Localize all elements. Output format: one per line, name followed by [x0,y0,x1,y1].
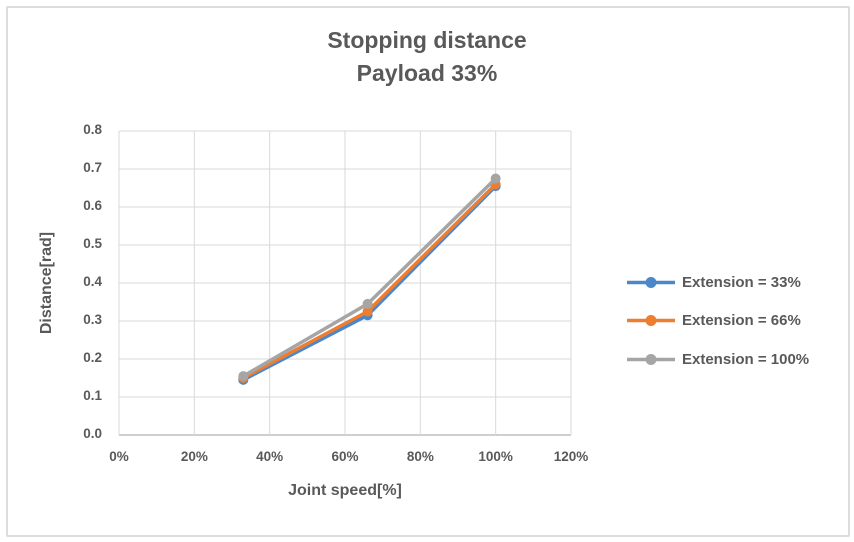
y-tick-label: 0.6 [83,198,102,213]
legend-marker-icon [627,276,675,288]
data-point-series-2 [362,298,373,309]
legend-entry-0: Extension = 33% [627,263,809,302]
plot-area [118,130,572,436]
legend-label: Extension = 33% [682,273,801,291]
data-point-series-1 [362,306,373,317]
legend-label: Extension = 66% [682,312,801,330]
y-tick-label: 0.0 [83,426,102,441]
x-tick-label: 100% [478,449,513,464]
legend: Extension = 33% Extension = 66% Extension … [627,263,809,379]
chart-title: Stopping distance Payload 33% [0,24,854,90]
y-tick-label: 0.4 [83,274,102,289]
y-axis-tick-labels: 0.0 0.1 0.2 0.3 0.4 0.5 0.6 0.7 0.8 [56,122,102,441]
x-tick-label: 20% [180,449,208,464]
y-tick-label: 0.2 [83,350,102,365]
y-tick-label: 0.1 [83,388,102,403]
y-tick-label: 0.8 [83,122,102,137]
x-tick-label: 80% [406,449,434,464]
chart-title-line-2: Payload 33% [356,60,498,86]
y-tick-label: 0.5 [83,236,102,251]
legend-marker-icon [627,315,675,327]
x-tick-label: 120% [553,449,589,464]
y-axis-title: Distance[rad] [38,231,55,335]
series-line-2 [241,176,498,378]
x-axis-tick-labels: 0% 20% 40% 60% 80% 100% 120% [109,449,588,469]
x-axis-title: Joint speed[%] [288,482,402,499]
chart-title-line-1: Stopping distance [327,27,527,53]
y-tick-label: 0.3 [83,312,102,327]
legend-entry-2: Extension = 100% [627,340,809,379]
x-tick-label: 0% [109,449,129,464]
legend-label: Extension = 100% [682,350,810,368]
x-tick-label: 40% [256,449,284,464]
y-tick-label: 0.7 [83,160,102,175]
data-point-series-2 [490,173,501,184]
legend-marker-icon [627,353,675,365]
data-point-series-2 [238,371,249,382]
legend-entry-1: Extension = 66% [627,302,809,341]
x-tick-label: 60% [331,449,359,464]
